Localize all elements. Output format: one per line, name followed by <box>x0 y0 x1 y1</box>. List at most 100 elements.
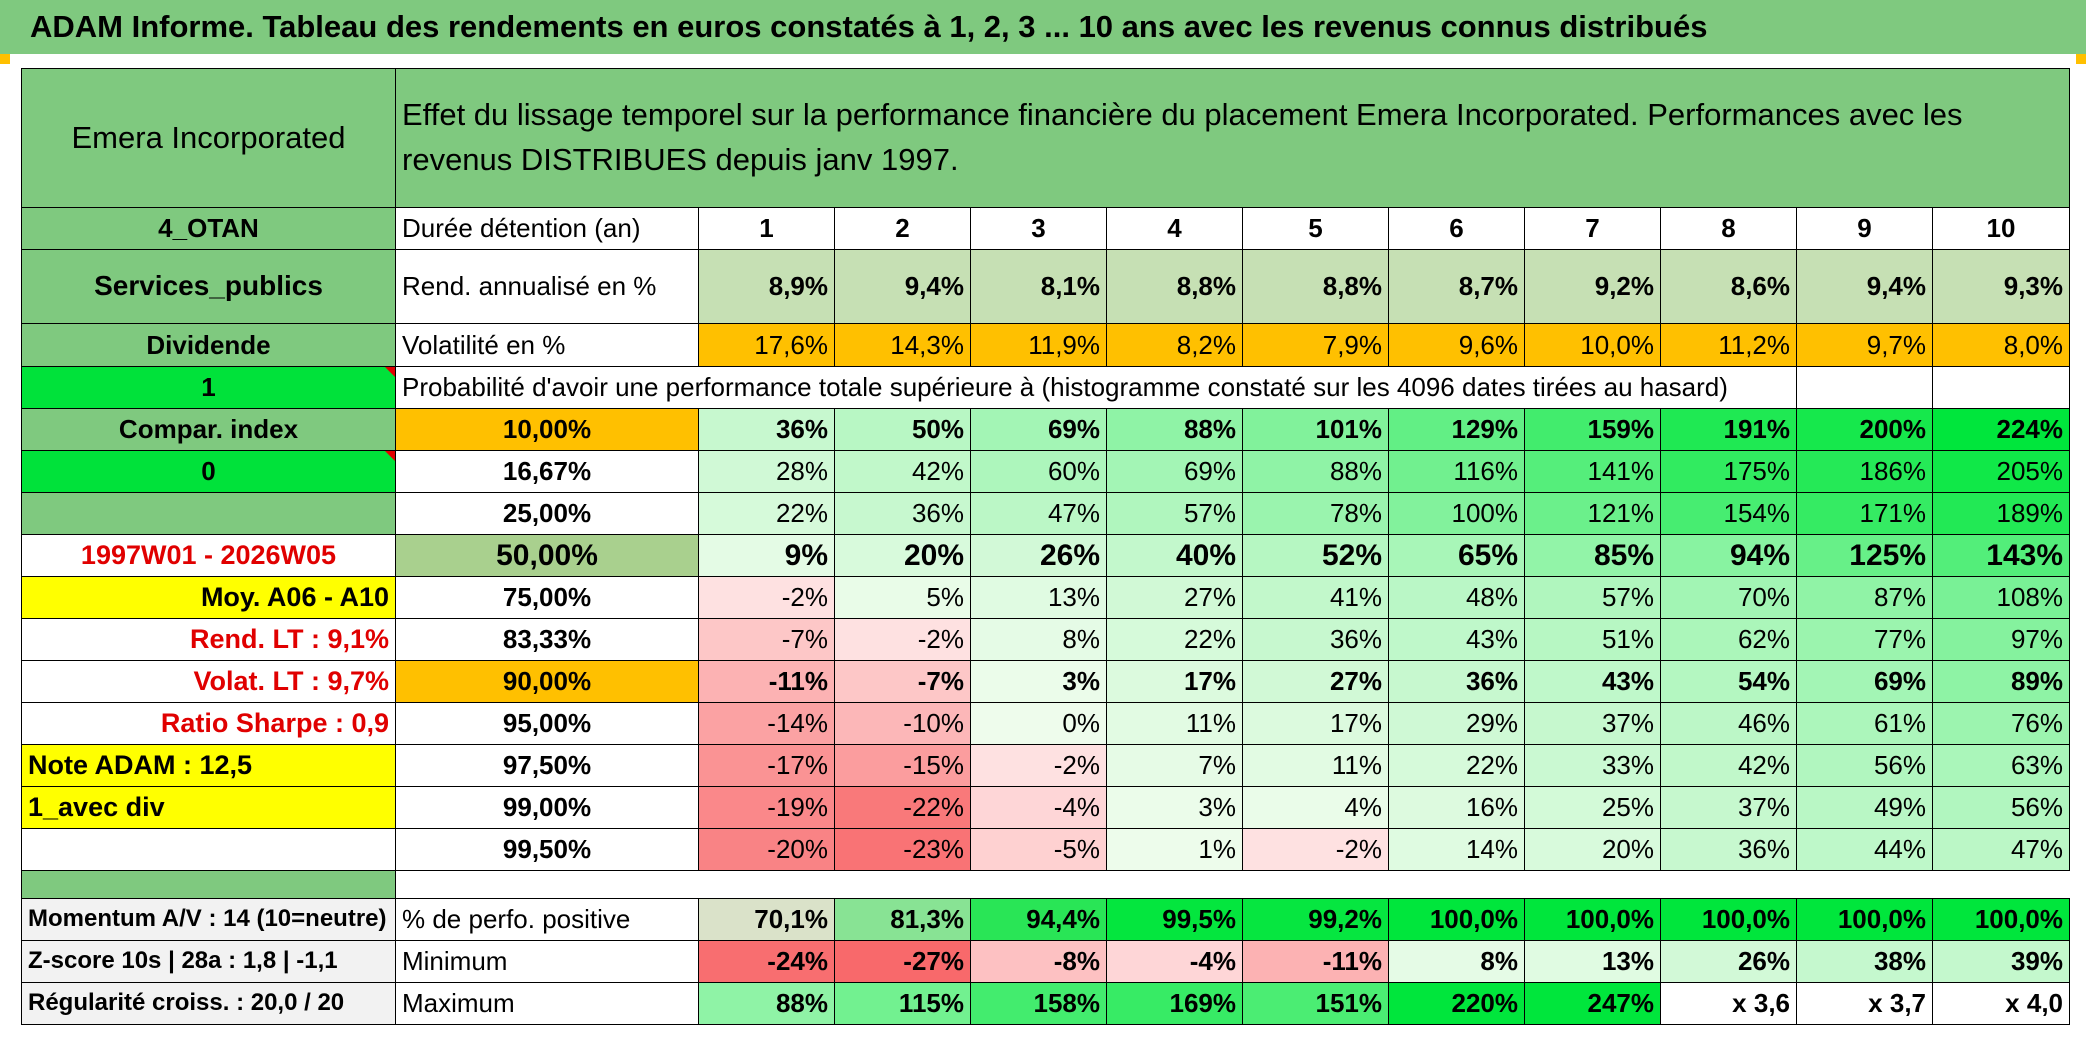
pos-value: 81,3% <box>834 898 971 941</box>
vol-value: 14,3% <box>834 323 971 367</box>
sector-cell: Services_publics <box>21 249 396 324</box>
pos-value: 100,0% <box>1660 898 1797 941</box>
perf-value: 36% <box>834 492 971 535</box>
moy-cell: Moy. A06 - A10 <box>21 576 396 619</box>
vol-value: 11,2% <box>1660 323 1797 367</box>
year-header: 5 <box>1242 207 1389 250</box>
empty-cell <box>1796 366 1933 409</box>
pos-value: 99,5% <box>1106 898 1243 941</box>
perf-value: 62% <box>1660 618 1797 661</box>
vol-value: 17,6% <box>698 323 835 367</box>
year-header: 3 <box>970 207 1107 250</box>
compar-index-cell: Compar. index <box>21 408 396 451</box>
perf-value: -17% <box>698 744 835 787</box>
perf-value: 97% <box>1932 618 2070 661</box>
perf-value: 27% <box>1106 576 1243 619</box>
note-cell: Note ADAM : 12,5 <box>21 744 396 787</box>
perf-value: 37% <box>1524 702 1661 745</box>
perf-value: 14% <box>1388 828 1525 871</box>
perf-value: 49% <box>1796 786 1933 829</box>
perf-value: 171% <box>1796 492 1933 535</box>
rend-value: 8,1% <box>970 249 1107 324</box>
min-value: -24% <box>698 940 835 983</box>
min-value: 26% <box>1660 940 1797 983</box>
rend-value: 9,3% <box>1932 249 2070 324</box>
perf-value: 47% <box>1932 828 2070 871</box>
pos-value: 100,0% <box>1388 898 1525 941</box>
perf-value: 37% <box>1660 786 1797 829</box>
percentile-label: 25,00% <box>395 492 699 535</box>
perf-value: -4% <box>970 786 1107 829</box>
max-value: x 3,7 <box>1796 982 1933 1025</box>
empty-green-cell <box>21 492 396 535</box>
year-header: 9 <box>1796 207 1933 250</box>
perf-value: 101% <box>1242 408 1389 451</box>
perf-value: -15% <box>834 744 971 787</box>
perf-value: 69% <box>1106 450 1243 493</box>
perf-value: 11% <box>1106 702 1243 745</box>
vol-value: 11,9% <box>970 323 1107 367</box>
rend-value: 8,8% <box>1106 249 1243 324</box>
percentile-label: 50,00% <box>395 534 699 577</box>
perf-value: 22% <box>1106 618 1243 661</box>
perf-value: 9% <box>698 534 835 577</box>
zone-cell: 4_OTAN <box>21 207 396 250</box>
perf-value: 61% <box>1796 702 1933 745</box>
year-header: 2 <box>834 207 971 250</box>
perf-value: 56% <box>1796 744 1933 787</box>
max-value: 158% <box>970 982 1107 1025</box>
perf-value: 5% <box>834 576 971 619</box>
rend-value: 8,7% <box>1388 249 1525 324</box>
perf-value: 1% <box>1106 828 1243 871</box>
perf-value: 20% <box>1524 828 1661 871</box>
percentile-label: 75,00% <box>395 576 699 619</box>
perf-value: 27% <box>1242 660 1389 703</box>
min-value: 38% <box>1796 940 1933 983</box>
percentile-label: 99,00% <box>395 786 699 829</box>
min-label: Minimum <box>395 940 699 983</box>
pos-value: 100,0% <box>1524 898 1661 941</box>
zscore-cell: Z-score 10s | 28a : 1,8 | -1,1 <box>21 940 396 983</box>
perf-value: 60% <box>970 450 1107 493</box>
perf-value: 205% <box>1932 450 2070 493</box>
perf-value: 11% <box>1242 744 1389 787</box>
perf-value: 25% <box>1524 786 1661 829</box>
vol-value: 7,9% <box>1242 323 1389 367</box>
perf-value: 224% <box>1932 408 2070 451</box>
percentile-label: 16,67% <box>395 450 699 493</box>
perf-value: 36% <box>1388 660 1525 703</box>
perf-value: -23% <box>834 828 971 871</box>
perf-value: 77% <box>1796 618 1933 661</box>
header-description: Effet du lissage temporel sur la perform… <box>395 68 2070 208</box>
perf-value: 43% <box>1388 618 1525 661</box>
perf-value: 46% <box>1660 702 1797 745</box>
vol-value: 8,0% <box>1932 323 2070 367</box>
perf-value: 17% <box>1106 660 1243 703</box>
max-value: x 3,6 <box>1660 982 1797 1025</box>
vol-value: 8,2% <box>1106 323 1243 367</box>
rend-value: 8,6% <box>1660 249 1797 324</box>
vol-value: 9,6% <box>1388 323 1525 367</box>
perf-value: 69% <box>1796 660 1933 703</box>
input-cell-0[interactable]: 0 <box>21 450 396 493</box>
spacer <box>396 871 2070 899</box>
perf-value: 200% <box>1796 408 1933 451</box>
max-value: x 4,0 <box>1932 982 2070 1025</box>
perf-value: -2% <box>698 576 835 619</box>
corner-marker <box>0 54 10 64</box>
perf-value: 108% <box>1932 576 2070 619</box>
regularite-cell: Régularité croiss. : 20,0 / 20 <box>21 982 396 1025</box>
perf-value: 189% <box>1932 492 2070 535</box>
percentile-label: 97,50% <box>395 744 699 787</box>
perf-value: 22% <box>1388 744 1525 787</box>
perf-value: 29% <box>1388 702 1525 745</box>
perf-value: 54% <box>1660 660 1797 703</box>
dividend-cell: Dividende <box>21 323 396 367</box>
perf-value: 26% <box>970 534 1107 577</box>
prob-label: Probabilité d'avoir une performance tota… <box>395 366 1797 409</box>
input-cell-1[interactable]: 1 <box>21 366 396 409</box>
year-header: 1 <box>698 207 835 250</box>
pos-value: 70,1% <box>698 898 835 941</box>
avec-div-cell: 1_avec div <box>21 786 396 829</box>
vol-value: 9,7% <box>1796 323 1933 367</box>
